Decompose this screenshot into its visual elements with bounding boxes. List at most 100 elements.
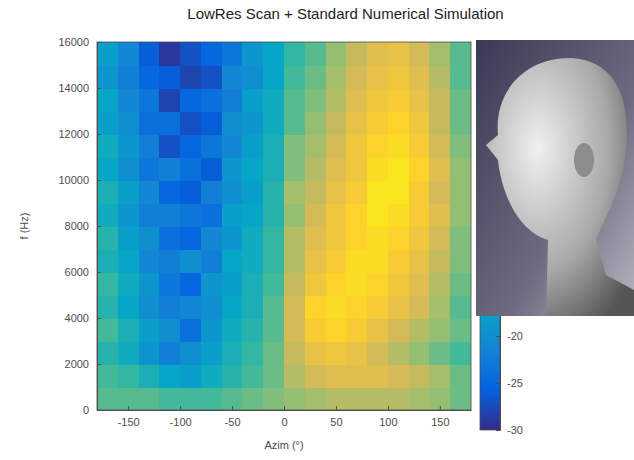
heatmap-cell bbox=[409, 226, 430, 250]
heatmap-cell bbox=[263, 157, 284, 181]
heatmap-cell bbox=[159, 180, 180, 204]
heatmap-cell bbox=[450, 249, 471, 273]
heatmap-cell bbox=[284, 341, 305, 365]
y-tick-label: 4000 bbox=[65, 312, 89, 324]
heatmap-cell bbox=[97, 318, 118, 342]
heatmap-cell bbox=[409, 157, 430, 181]
y-axis: 0200040006000800010000120001400016000 bbox=[58, 36, 101, 416]
heatmap-cell bbox=[305, 272, 326, 296]
heatmap-cell bbox=[388, 157, 409, 181]
heatmap-cell bbox=[346, 203, 367, 227]
x-tick-mark bbox=[284, 406, 285, 410]
chart-title: LowRes Scan + Standard Numerical Simulat… bbox=[187, 5, 503, 22]
heatmap-cell bbox=[222, 88, 243, 112]
heatmap-cell bbox=[139, 226, 160, 250]
heatmap-cell bbox=[118, 387, 139, 410]
heatmap-cell bbox=[242, 134, 263, 158]
x-tick: 50 bbox=[330, 406, 342, 428]
heatmap-cell bbox=[180, 249, 201, 273]
y-tick-label: 10000 bbox=[58, 174, 89, 186]
heatmap-cell bbox=[118, 111, 139, 135]
heatmap-cell bbox=[139, 387, 160, 410]
y-tick-mark bbox=[97, 226, 101, 227]
heatmap-cell bbox=[242, 111, 263, 135]
x-tick-label: 0 bbox=[281, 416, 287, 428]
heatmap-cell bbox=[201, 65, 222, 89]
heatmap-cell bbox=[242, 295, 263, 319]
heatmap-cell bbox=[388, 249, 409, 273]
heatmap-cell bbox=[388, 111, 409, 135]
y-tick-mark bbox=[97, 88, 101, 89]
heatmap-cell bbox=[139, 88, 160, 112]
heatmap-cell bbox=[222, 65, 243, 89]
heatmap-cell bbox=[201, 295, 222, 319]
heatmap-cell bbox=[388, 387, 409, 410]
x-tick-label: 100 bbox=[379, 416, 397, 428]
heatmap-cell bbox=[201, 111, 222, 135]
heatmap-cell bbox=[97, 203, 118, 227]
heatmap-cell bbox=[97, 111, 118, 135]
y-tick-label: 0 bbox=[83, 404, 89, 416]
heatmap-cell bbox=[180, 226, 201, 250]
heatmap-cell bbox=[388, 318, 409, 342]
heatmap-cell bbox=[242, 272, 263, 296]
heatmap-cell bbox=[305, 203, 326, 227]
heatmap-cell bbox=[429, 249, 450, 273]
heatmap-cell bbox=[159, 387, 180, 410]
heatmap-cell bbox=[263, 318, 284, 342]
heatmap-cell bbox=[139, 157, 160, 181]
heatmap-cell bbox=[388, 226, 409, 250]
heatmap-cell bbox=[429, 180, 450, 204]
x-axis-title: Azim (°) bbox=[264, 439, 303, 451]
heatmap-cell bbox=[326, 272, 347, 296]
heatmap-cell bbox=[450, 180, 471, 204]
heatmap-cell bbox=[409, 364, 430, 388]
heatmap-cell bbox=[263, 295, 284, 319]
heatmap-cell bbox=[284, 42, 305, 66]
heatmap-cell bbox=[367, 387, 388, 410]
heatmap-cell bbox=[263, 387, 284, 410]
heatmap-cells bbox=[97, 42, 471, 410]
heatmap-cell bbox=[201, 226, 222, 250]
heatmap-cell bbox=[118, 341, 139, 365]
colorbar-tick: -25 bbox=[496, 377, 523, 389]
heatmap-cell bbox=[326, 88, 347, 112]
heatmap-cell bbox=[409, 203, 430, 227]
x-tick: 0 bbox=[281, 406, 287, 428]
heatmap-cell bbox=[222, 295, 243, 319]
heatmap-cell bbox=[346, 272, 367, 296]
heatmap-cell bbox=[326, 65, 347, 89]
heatmap-cell bbox=[159, 42, 180, 66]
heatmap-cell bbox=[284, 203, 305, 227]
heatmap-cell bbox=[118, 364, 139, 388]
y-tick: 2000 bbox=[65, 358, 101, 370]
heatmap-cell bbox=[305, 88, 326, 112]
heatmap-cell bbox=[222, 226, 243, 250]
colorbar-tick: -30 bbox=[496, 424, 523, 436]
heatmap-cell bbox=[118, 42, 139, 66]
heatmap-cell bbox=[429, 111, 450, 135]
heatmap-cell bbox=[284, 65, 305, 89]
heatmap-cell bbox=[326, 111, 347, 135]
y-tick-label: 14000 bbox=[58, 82, 89, 94]
heatmap-cell bbox=[429, 272, 450, 296]
heatmap-cell bbox=[263, 42, 284, 66]
heatmap-cell bbox=[222, 272, 243, 296]
heatmap-cell bbox=[284, 226, 305, 250]
heatmap-cell bbox=[409, 249, 430, 273]
heatmap-cell bbox=[284, 134, 305, 158]
y-axis-title: f (Hz) bbox=[18, 213, 30, 240]
heatmap-cell bbox=[201, 272, 222, 296]
heatmap-cell bbox=[118, 272, 139, 296]
heatmap-cell bbox=[97, 341, 118, 365]
heatmap-cell bbox=[97, 88, 118, 112]
y-tick: 16000 bbox=[58, 36, 101, 48]
y-tick-label: 8000 bbox=[65, 220, 89, 232]
colorbar-tick-label: -30 bbox=[507, 424, 523, 436]
y-tick-label: 12000 bbox=[58, 128, 89, 140]
heatmap-cell bbox=[409, 42, 430, 66]
heatmap-cell bbox=[367, 295, 388, 319]
heatmap-cell bbox=[305, 364, 326, 388]
heatmap-cell bbox=[409, 295, 430, 319]
heatmap-cell bbox=[222, 134, 243, 158]
